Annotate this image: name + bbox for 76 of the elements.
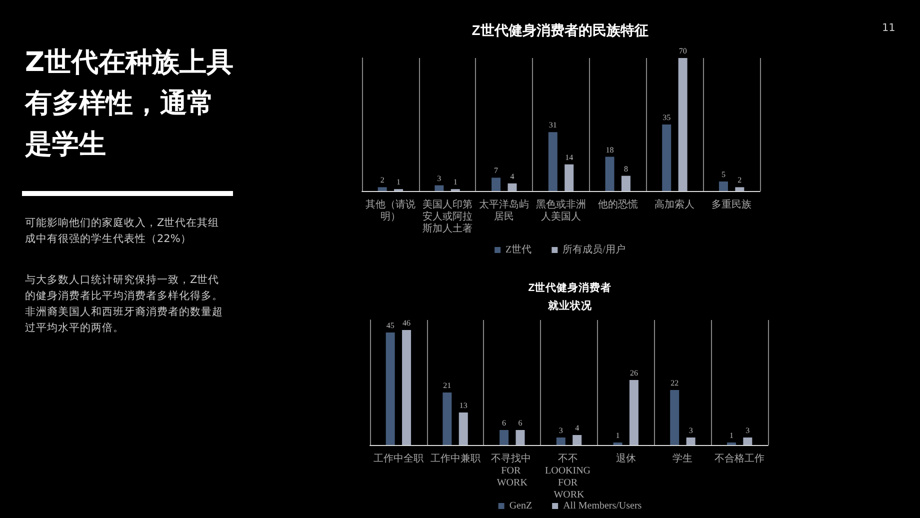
x-tick-label: 黑色或非洲人美国人 (536, 198, 586, 222)
data-label: 2 (738, 176, 742, 185)
data-label: 46 (402, 318, 411, 328)
x-tick-label: 高加索人 (654, 198, 695, 210)
data-label: 6 (502, 418, 506, 428)
legend-label: Z世代 (506, 244, 532, 256)
bar (442, 392, 452, 445)
data-label: 4 (510, 172, 514, 181)
text: 可能影响他们的家庭收入，Z世代在其组成中有很强的学生代表性（22%） (25, 216, 220, 247)
bar (670, 390, 680, 445)
bar (735, 187, 744, 191)
x-tick-label: 不合格工作 (714, 452, 765, 464)
chart-title: Z世代健身消费者就业状况 (528, 281, 612, 312)
data-label: 14 (565, 152, 574, 162)
bar (548, 132, 558, 191)
x-tick-label: 他的恐慌 (598, 198, 638, 210)
bar (743, 438, 752, 445)
bar (678, 58, 688, 191)
bar (500, 430, 509, 445)
bar (686, 438, 696, 445)
data-label: 26 (630, 368, 638, 378)
bar (662, 124, 672, 191)
bar (434, 185, 444, 191)
data-label: 3 (746, 426, 750, 435)
x-tick-label: 工作中全职 (373, 452, 424, 464)
x-tick-label: 工作中兼职 (430, 452, 480, 464)
x-tick-label: 不不 LOOKING FOR WORK (544, 454, 594, 500)
data-label: 22 (670, 378, 679, 388)
data-label: 3 (688, 426, 693, 435)
x-tick-label: 退休 (616, 452, 636, 464)
bar (605, 156, 614, 191)
bar (458, 412, 468, 445)
data-label: 45 (386, 321, 394, 330)
bar (402, 330, 412, 445)
bar (492, 178, 501, 191)
bar (564, 164, 574, 191)
x-tick-label: 学生 (672, 452, 693, 464)
data-label: 3 (437, 174, 442, 183)
x-tick-label: 太平洋岛屿居民 (479, 198, 530, 222)
legend-label: GenZ (509, 500, 532, 512)
legend-label: 所有成员/用户 (562, 244, 626, 256)
data-label: 2 (380, 176, 384, 185)
data-label: 21 (443, 381, 452, 390)
bar (572, 435, 582, 445)
data-label: 1 (453, 178, 458, 187)
data-label: 35 (662, 113, 671, 122)
chart-title: Z世代健身消费者的民族特征 (472, 22, 648, 38)
text: 11 (882, 21, 896, 36)
bar (556, 438, 566, 445)
data-label: 1 (616, 431, 620, 440)
data-label: 18 (606, 145, 614, 154)
x-tick-label: 多重民族 (712, 198, 752, 210)
data-label: 1 (729, 431, 734, 440)
bar (621, 176, 630, 191)
data-label: 1 (396, 178, 401, 187)
text: Z世代在种族上具有多样性，通常是学生 (25, 46, 235, 162)
legend-label: All Members/Users (563, 500, 642, 512)
data-label: 7 (494, 166, 498, 176)
data-label: 70 (678, 46, 687, 56)
data-label: 4 (575, 424, 580, 432)
bar (629, 380, 638, 445)
text: 与大多数人口统计研究保持一致，Z世代的健身消费者比平均消费者多样化得多。非洲裔美国人和西班牙裔消费者的数量超过平均水平的两倍。 (25, 273, 224, 336)
data-label: 6 (518, 418, 522, 428)
x-tick-label: 其他（请说明） (365, 198, 416, 222)
data-label: 3 (558, 426, 563, 435)
bar (516, 430, 525, 445)
data-label: 5 (721, 170, 726, 179)
bar (508, 183, 517, 191)
data-label: 8 (624, 164, 628, 174)
x-tick-label: 美国人印第安人或阿拉斯加人土著 (422, 198, 472, 234)
data-label: 31 (548, 120, 557, 130)
bar (718, 182, 728, 191)
bar (386, 332, 395, 445)
data-label: 13 (459, 401, 468, 410)
x-tick-label: 不寻找中 FOR WORK (490, 452, 534, 488)
bar (378, 187, 387, 191)
